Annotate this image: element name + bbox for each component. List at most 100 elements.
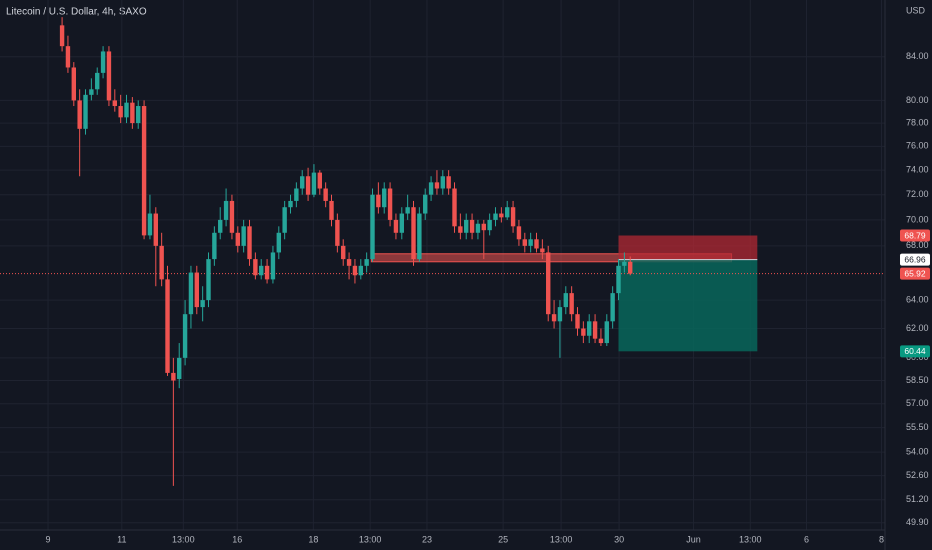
- candle-body: [259, 265, 264, 276]
- candle-body: [510, 207, 516, 227]
- candle-body: [446, 176, 451, 189]
- candle-body: [218, 219, 223, 233]
- candle-body: [458, 226, 463, 233]
- candle-body: [616, 265, 621, 294]
- candle-body: [147, 213, 153, 236]
- candle-body: [546, 252, 551, 315]
- candle-body: [557, 307, 563, 322]
- candle-body: [235, 232, 240, 246]
- candle-body: [95, 72, 100, 90]
- candle-body: [341, 245, 346, 260]
- candle-body: [130, 102, 135, 124]
- x-tick-label: Jun: [686, 534, 701, 544]
- candle-body: [434, 182, 440, 189]
- price-badge-label: 60.44: [904, 346, 926, 356]
- candle-body: [124, 102, 129, 118]
- y-tick-label: 51.20: [906, 494, 929, 504]
- currency-label: USD: [906, 5, 926, 15]
- candle-body: [241, 226, 246, 246]
- candle-body: [475, 223, 481, 233]
- candle-body: [59, 25, 65, 47]
- candle-body: [100, 51, 106, 73]
- candle-body: [464, 219, 469, 233]
- candle-body: [159, 245, 164, 280]
- x-tick-label: 13:00: [172, 534, 195, 544]
- y-tick-label: 68.00: [906, 240, 929, 250]
- candle-body: [153, 213, 158, 246]
- x-tick-label: 8: [879, 534, 884, 544]
- candle-body: [200, 300, 205, 308]
- x-tick-label: 6: [804, 534, 809, 544]
- x-tick-label: 13:00: [359, 534, 382, 544]
- candle-body: [335, 219, 340, 246]
- candle-body: [300, 176, 305, 189]
- candle-body: [516, 226, 522, 240]
- candle-body: [405, 207, 410, 214]
- candle-body: [551, 314, 557, 322]
- candle-body: [77, 100, 82, 129]
- candle-body: [581, 328, 586, 336]
- price-badge: [900, 267, 930, 280]
- candle-body: [481, 223, 486, 231]
- x-tick-label: 9: [46, 534, 51, 544]
- candle-body: [592, 321, 598, 339]
- candle-body: [223, 200, 229, 220]
- candle-body: [206, 259, 211, 301]
- candle-body: [276, 232, 281, 253]
- candle-body: [540, 248, 545, 253]
- candle-body: [229, 200, 235, 233]
- candle-body: [622, 261, 627, 266]
- price-badge-label: 65.92: [904, 268, 926, 278]
- x-tick-label: 25: [498, 534, 508, 544]
- candle-body: [393, 219, 399, 233]
- candle-body: [212, 232, 217, 260]
- candle-body: [487, 219, 492, 231]
- candle-body: [575, 314, 580, 329]
- candle-body: [411, 207, 416, 260]
- candle-body: [469, 219, 475, 233]
- candle-body: [604, 321, 609, 344]
- stop-area: [618, 235, 758, 260]
- candle-body: [136, 106, 141, 124]
- y-tick-label: 58.50: [906, 375, 929, 385]
- candle-body: [534, 239, 539, 249]
- candle-body: [311, 172, 317, 195]
- candle-body: [264, 265, 270, 280]
- y-tick-label: 52.60: [906, 470, 929, 480]
- candle-body: [610, 293, 615, 322]
- candle-body: [452, 188, 457, 227]
- candle-body: [399, 213, 404, 233]
- candle-body: [305, 176, 311, 195]
- price-badge-label: 68.79: [904, 230, 926, 240]
- candle-body: [118, 106, 123, 118]
- candle-body: [112, 100, 117, 107]
- candle-body: [89, 89, 94, 95]
- candle-body: [417, 213, 422, 260]
- y-tick-label: 62.00: [906, 323, 929, 333]
- candle-body: [563, 293, 568, 308]
- candle-body: [376, 194, 381, 208]
- candle-body: [493, 213, 498, 220]
- y-tick-label: 70.00: [906, 214, 929, 224]
- candle-body: [587, 321, 592, 336]
- candle-body: [440, 176, 445, 189]
- x-tick-label: 18: [308, 534, 318, 544]
- x-tick-label: 30: [614, 534, 624, 544]
- candle-body: [505, 207, 510, 218]
- y-tick-label: 76.00: [906, 141, 929, 151]
- x-tick-label: 23: [422, 534, 432, 544]
- candle-body: [171, 372, 176, 381]
- candle-body: [364, 259, 369, 266]
- candle-body: [387, 188, 393, 220]
- candle-body: [358, 265, 363, 276]
- price-badge-label: 66.96: [904, 254, 926, 264]
- candle-body: [569, 293, 574, 315]
- candle-body: [106, 51, 112, 101]
- candle-body: [270, 252, 276, 280]
- candle-body: [323, 188, 328, 201]
- y-tick-label: 54.00: [906, 447, 929, 457]
- price-badge: [900, 253, 930, 266]
- y-tick-label: 78.00: [906, 117, 929, 127]
- candle-body: [182, 314, 188, 358]
